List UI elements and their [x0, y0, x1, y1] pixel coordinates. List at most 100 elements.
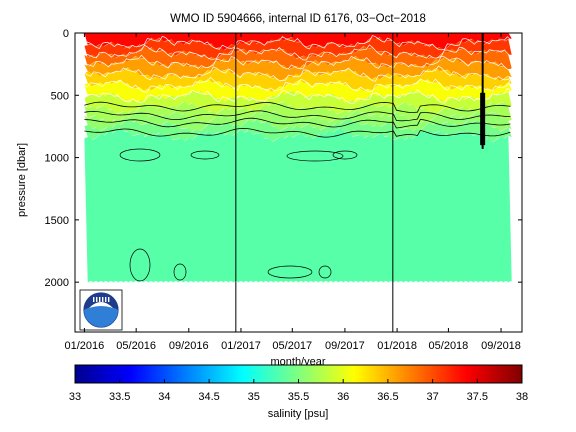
- profile-gap: [409, 281, 413, 286]
- x-tick-label: 05/2016: [116, 340, 156, 352]
- vertical-markers: [235, 33, 486, 332]
- colorbar-tick-label: 38: [516, 391, 528, 403]
- contour-blob: [190, 150, 220, 160]
- profile-gap: [479, 281, 483, 284]
- profile-gap: [99, 281, 103, 284]
- profile-gap: [314, 281, 318, 287]
- colorbar-tick-label: 37: [426, 391, 438, 403]
- profile-gap: [174, 281, 178, 287]
- profile-gap: [169, 281, 173, 286]
- profile-gap: [464, 281, 468, 285]
- x-tick-label: 01/2017: [221, 340, 261, 352]
- profile-gap: [404, 281, 408, 285]
- contour-blob: [332, 150, 358, 160]
- contour-line: [84, 101, 511, 113]
- profile-gap: [334, 281, 338, 287]
- profile-gap: [474, 281, 478, 287]
- profile-gap: [439, 281, 443, 284]
- profile-gap: [204, 281, 208, 285]
- x-tick-label: 09/2016: [169, 340, 209, 352]
- y-tick-label: 0: [63, 28, 69, 40]
- profile-gap: [94, 281, 98, 287]
- profile-gap: [249, 281, 253, 286]
- profile-gap: [394, 281, 398, 287]
- x-tick-label: 05/2017: [272, 340, 312, 352]
- profile-gap: [179, 281, 183, 284]
- profile-gap: [214, 281, 218, 287]
- profile-gap: [194, 281, 198, 287]
- x-tick-label: 01/2016: [65, 340, 105, 352]
- plot-frame: [74, 32, 523, 333]
- y-tick-label: 500: [51, 90, 69, 102]
- profile-gap: [284, 281, 288, 285]
- profile-gap: [364, 281, 368, 285]
- profile-gap: [434, 281, 438, 287]
- colorbar-tick-label: 37.5: [467, 391, 488, 403]
- profile-gap: [359, 281, 363, 284]
- profile-gap: [119, 281, 123, 284]
- salinity-layer: [84, 118, 512, 143]
- profile-gap: [369, 281, 373, 286]
- profile-gap: [484, 281, 488, 285]
- profile-gap: [499, 281, 503, 284]
- profile-gap: [189, 281, 193, 286]
- colorbar-tick-label: 34: [158, 391, 170, 403]
- profile-gap: [199, 281, 203, 284]
- contour-line: [84, 117, 511, 129]
- profile-gap: [89, 281, 93, 286]
- contour-line-light: [84, 44, 511, 61]
- x-tick-label: 05/2018: [429, 340, 469, 352]
- contour-line-light: [84, 54, 511, 71]
- profile-gap: [299, 281, 303, 284]
- profile-gap: [209, 281, 213, 286]
- salinity-layer: [84, 33, 512, 51]
- profile-gap: [159, 281, 163, 284]
- profile-gap: [309, 281, 313, 286]
- x-tick-label: 09/2018: [481, 340, 521, 352]
- contour-line: [84, 127, 511, 138]
- profile-gap: [424, 281, 428, 285]
- profile-gap: [354, 281, 358, 287]
- salinity-layer: [84, 90, 512, 115]
- contour-blob: [119, 148, 161, 162]
- profile-gap: [164, 281, 168, 285]
- contour-blob: [267, 265, 313, 279]
- profile-gap: [139, 281, 143, 284]
- profile-gap: [509, 281, 513, 286]
- y-tick-label: 2000: [45, 277, 69, 289]
- contour-line-light: [84, 65, 511, 82]
- contour-line: [84, 110, 511, 122]
- colorbar-tick-label: 35: [248, 391, 260, 403]
- colorbar-ticks: 33 33.5 34 34.5 35 35.5 36 36.5 37 37.5 38: [69, 379, 528, 403]
- y-axis-label: pressure [dbar]: [16, 143, 28, 217]
- profile-gap: [134, 281, 138, 287]
- profile-gap: [384, 281, 388, 285]
- profile-gap: [239, 281, 243, 284]
- salinity-layer: [84, 79, 512, 103]
- colorbar-tick-label: 33: [69, 391, 81, 403]
- colorbar-tick-label: 34.5: [198, 391, 219, 403]
- colorbar-label: salinity [psu]: [268, 408, 329, 420]
- profile-gap: [379, 281, 383, 284]
- profile-gap: [349, 281, 353, 286]
- contour-blob: [173, 263, 187, 281]
- profile-gap: [339, 281, 343, 284]
- salinity-layer: [84, 36, 512, 60]
- x-tick-label: 09/2017: [325, 340, 365, 352]
- x-tick-label: 01/2018: [377, 340, 417, 352]
- profile-gap: [304, 281, 308, 285]
- contour-line-light: [84, 35, 511, 51]
- profile-gap: [279, 281, 283, 284]
- salinity-contours: [84, 35, 511, 282]
- colorbar-tick-label: 35.5: [288, 391, 309, 403]
- profile-gap: [129, 281, 133, 286]
- x-axis: 01/2016 05/2016 09/2016 01/2017 05/2017 09/20…: [65, 33, 521, 352]
- colorbar-tick-label: 33.5: [109, 391, 130, 403]
- profile-gap: [154, 281, 158, 287]
- profile-gap: [219, 281, 223, 284]
- profile-gap: [489, 281, 493, 286]
- profile-gap: [84, 281, 88, 285]
- colorbar-tick-label: 36: [337, 391, 349, 403]
- profile-gap: [264, 281, 268, 285]
- profile-gap: [289, 281, 293, 286]
